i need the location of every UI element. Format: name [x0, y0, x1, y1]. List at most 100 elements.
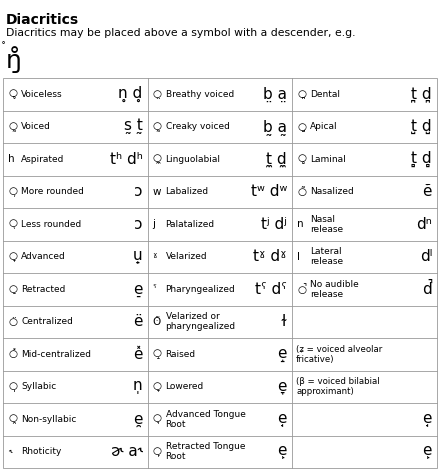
Text: Apical: Apical — [310, 122, 337, 131]
Text: ○̺: ○̺ — [297, 122, 306, 132]
Text: s̰ t̰: s̰ t̰ — [124, 119, 143, 134]
Text: Diacritics may be placed above a symbol with a descender, e.g.: Diacritics may be placed above a symbol … — [6, 28, 356, 38]
Text: (β = voiced bilabial
approximant): (β = voiced bilabial approximant) — [296, 377, 380, 397]
Text: Laminal: Laminal — [310, 155, 346, 164]
Text: ○̝: ○̝ — [153, 349, 161, 359]
Text: w: w — [153, 187, 161, 197]
Text: ˠ: ˠ — [153, 252, 157, 262]
Text: tʲ dʲ: tʲ dʲ — [261, 217, 287, 232]
Text: Nasal
release: Nasal release — [310, 214, 343, 234]
Text: ɔ: ɔ — [134, 217, 143, 232]
Text: ○̈: ○̈ — [8, 317, 17, 327]
Text: ɫ: ɫ — [281, 314, 287, 329]
Text: Advanced: Advanced — [21, 252, 66, 261]
Text: Mid-centralized: Mid-centralized — [21, 350, 91, 359]
Text: e̙: e̙ — [422, 444, 432, 459]
Text: ○̯: ○̯ — [8, 414, 17, 424]
Text: dˡ: dˡ — [420, 249, 432, 264]
Text: e̞: e̞ — [278, 379, 287, 394]
Text: e̽: e̽ — [133, 347, 143, 362]
Text: Palatalized: Palatalized — [165, 220, 215, 229]
Text: Velarized or
pharyngealized: Velarized or pharyngealized — [165, 312, 236, 331]
Text: Voiced: Voiced — [21, 122, 51, 131]
Text: b̤ a̤: b̤ a̤ — [263, 86, 287, 102]
Text: Rhoticity: Rhoticity — [21, 447, 61, 456]
Text: ○̼: ○̼ — [153, 154, 161, 164]
Bar — [3, 78, 437, 468]
Text: More rounded: More rounded — [21, 187, 84, 196]
Text: ɚ a˞: ɚ a˞ — [111, 444, 143, 459]
Text: ˤ: ˤ — [153, 284, 156, 294]
Text: Less rounded: Less rounded — [21, 220, 81, 229]
Text: ɔ: ɔ — [134, 184, 143, 199]
Text: ○̠: ○̠ — [8, 284, 17, 294]
Text: ○̚: ○̚ — [297, 284, 306, 295]
Text: ○̹: ○̹ — [8, 187, 17, 197]
Text: t̪ d̪: t̪ d̪ — [411, 86, 432, 102]
Text: ë: ë — [133, 314, 143, 329]
Text: Centralized: Centralized — [21, 317, 73, 326]
Text: e̘: e̘ — [278, 412, 287, 427]
Text: Creaky voiced: Creaky voiced — [165, 122, 229, 131]
Text: b̰ a̰: b̰ a̰ — [263, 119, 287, 135]
Text: Lateral
release: Lateral release — [310, 247, 343, 266]
Text: Retracted Tongue
Root: Retracted Tongue Root — [165, 442, 245, 462]
Text: h: h — [8, 154, 15, 164]
Text: ○̘: ○̘ — [153, 414, 161, 424]
Text: d̚: d̚ — [422, 282, 432, 297]
Text: e̯: e̯ — [133, 412, 143, 427]
Text: Voiceless: Voiceless — [21, 90, 62, 99]
Text: t̺ d̺: t̺ d̺ — [411, 119, 432, 134]
Text: t̻ d̻: t̻ d̻ — [411, 151, 432, 167]
Text: ŋ̊: ŋ̊ — [6, 46, 22, 73]
Text: ○̞: ○̞ — [153, 382, 161, 392]
Text: ○̟: ○̟ — [8, 252, 17, 262]
Text: ○̙: ○̙ — [153, 447, 161, 457]
Text: Diacritics: Diacritics — [6, 13, 79, 27]
Text: No audible
release: No audible release — [310, 280, 359, 299]
Text: Breathy voiced: Breathy voiced — [165, 90, 234, 99]
Text: u̟: u̟ — [133, 249, 143, 264]
Text: ○̤: ○̤ — [153, 89, 161, 99]
Text: (ʑ = voiced alveolar
fricative): (ʑ = voiced alveolar fricative) — [296, 345, 382, 364]
Text: Retracted: Retracted — [21, 285, 66, 294]
Text: Advanced Tongue
Root: Advanced Tongue Root — [165, 409, 246, 429]
Text: tˠ dˠ: tˠ dˠ — [253, 249, 287, 264]
Text: Lowered: Lowered — [165, 382, 204, 391]
Text: ○̩: ○̩ — [8, 382, 17, 392]
Text: t̼ d̼: t̼ d̼ — [266, 151, 287, 167]
Text: e̝: e̝ — [278, 347, 287, 362]
Text: Velarized: Velarized — [165, 252, 207, 261]
Text: e̙: e̙ — [278, 444, 287, 459]
Text: Pharyngealized: Pharyngealized — [165, 285, 235, 294]
Text: n̥ d̥: n̥ d̥ — [118, 86, 143, 102]
Text: Labalized: Labalized — [165, 187, 209, 196]
Text: Syllabic: Syllabic — [21, 382, 56, 391]
Text: Non-syllabic: Non-syllabic — [21, 415, 77, 424]
Text: j: j — [153, 219, 155, 229]
Text: l: l — [297, 252, 300, 262]
Text: ○̰: ○̰ — [8, 122, 17, 132]
Text: ˞: ˞ — [8, 447, 11, 457]
Text: tˤ dˤ: tˤ dˤ — [255, 282, 287, 297]
Text: e̘: e̘ — [422, 412, 432, 427]
Text: ○̽: ○̽ — [8, 349, 17, 359]
Text: ʘ̃: ʘ̃ — [153, 317, 161, 327]
Text: Dental: Dental — [310, 90, 340, 99]
Text: ○̃: ○̃ — [297, 187, 306, 197]
Text: e̠: e̠ — [133, 282, 143, 297]
Text: Aspirated: Aspirated — [21, 155, 64, 164]
Text: dⁿ: dⁿ — [416, 217, 432, 232]
Text: ○̪: ○̪ — [297, 89, 306, 99]
Text: ○̥: ○̥ — [8, 89, 17, 99]
Text: Linguolabial: Linguolabial — [165, 155, 220, 164]
Text: tʷ dʷ: tʷ dʷ — [251, 184, 287, 199]
Text: ẽ: ẽ — [422, 184, 432, 199]
Text: Nasalized: Nasalized — [310, 187, 354, 196]
Text: ○̰: ○̰ — [153, 122, 161, 132]
Text: ○̻: ○̻ — [297, 154, 306, 164]
Text: tʰ dʰ: tʰ dʰ — [110, 152, 143, 167]
Text: ○̜: ○̜ — [8, 219, 17, 229]
Text: n: n — [297, 219, 304, 229]
Text: Raised: Raised — [165, 350, 196, 359]
